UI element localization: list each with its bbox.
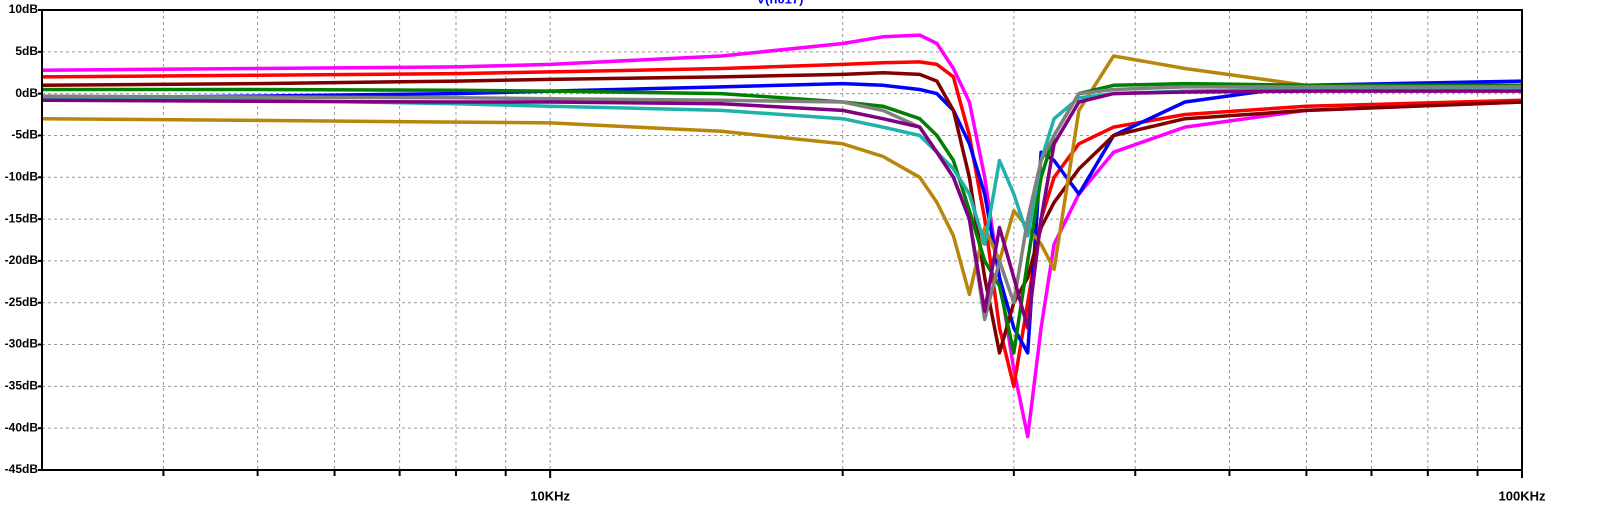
series-line xyxy=(41,79,1523,355)
y-tick-label: -20dB xyxy=(5,253,39,267)
series-line xyxy=(42,81,1522,355)
series-line xyxy=(41,60,1523,389)
plot-frame xyxy=(41,9,1523,471)
y-tick-label: -45dB xyxy=(5,462,39,476)
y-tick-label: -10dB xyxy=(5,169,39,183)
y-tick-label: -25dB xyxy=(5,295,39,309)
y-tick-label: -40dB xyxy=(5,420,39,434)
y-tick-label: -15dB xyxy=(5,211,39,225)
x-tick-label: 100KHz xyxy=(1499,488,1546,503)
chart-title: V(n017) xyxy=(757,0,804,6)
y-tick-label: -35dB xyxy=(5,379,39,393)
series-line xyxy=(41,89,1522,330)
y-tick-label: -5dB xyxy=(11,128,38,142)
series-line xyxy=(41,70,1523,355)
y-tick-label: 5dB xyxy=(15,44,38,58)
y-tick-label: 10dB xyxy=(9,2,39,16)
series-line xyxy=(41,33,1523,439)
y-tick-label: 0dB xyxy=(15,86,38,100)
series-line xyxy=(41,87,1522,246)
y-tick-label: -30dB xyxy=(5,337,39,351)
x-tick-label: 10KHz xyxy=(530,488,570,503)
